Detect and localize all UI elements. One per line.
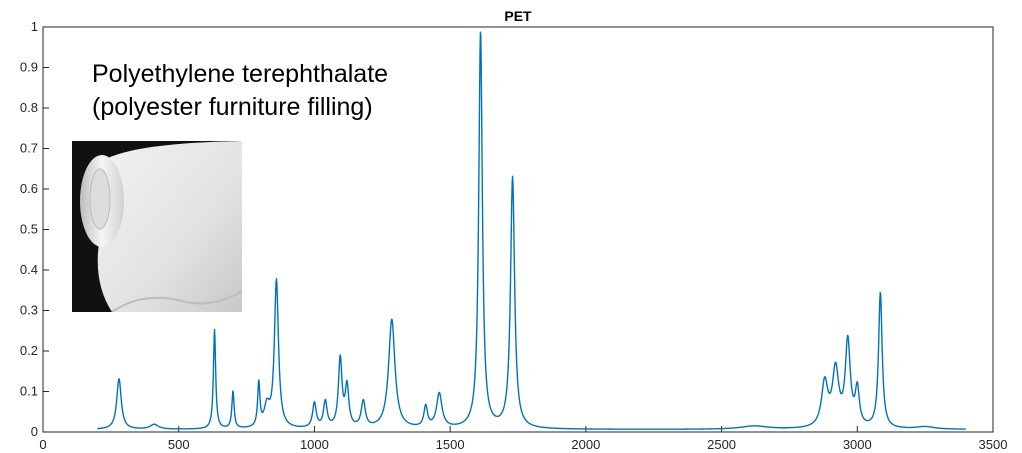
x-tick-label: 500 (168, 437, 190, 452)
y-tick-label: 0.6 (20, 181, 38, 196)
rolled-fabric-image (72, 141, 242, 312)
y-tick-label: 0.4 (20, 262, 38, 277)
annotation-line-1: Polyethylene terephthalate (92, 60, 389, 88)
x-tick-label: 3500 (979, 437, 1008, 452)
spectrum-line (96, 31, 967, 430)
y-tick-label: 0.8 (20, 100, 38, 115)
x-tick-label: 1000 (300, 437, 329, 452)
plot-area-frame (42, 26, 994, 433)
y-tick-label: 0.9 (20, 60, 38, 75)
x-tick-label: 3000 (843, 437, 872, 452)
polymer-annotation: Polyethylene terephthalate (polyester fu… (92, 58, 388, 124)
y-tick-label: 0 (31, 424, 38, 439)
y-tick-label: 0.5 (20, 222, 38, 237)
y-axis-ticks: 0 0.1 0.2 0.3 0.4 0.5 0.6 0.7 0.8 0.9 1 (20, 19, 49, 439)
y-tick-label: 0.2 (20, 343, 38, 358)
x-tick-label: 0 (39, 437, 46, 452)
y-tick-label: 0.3 (20, 303, 38, 318)
x-tick-label: 2000 (571, 437, 600, 452)
polyester-filling-photo (72, 141, 242, 312)
x-tick-label: 2500 (707, 437, 736, 452)
y-tick-label: 1 (31, 19, 38, 34)
x-tick-label: 1500 (436, 437, 465, 452)
annotation-line-2: (polyester furniture filling) (92, 93, 373, 121)
y-tick-label: 0.7 (20, 141, 38, 156)
chart-title: PET (504, 8, 532, 24)
y-tick-label: 0.1 (20, 384, 38, 399)
